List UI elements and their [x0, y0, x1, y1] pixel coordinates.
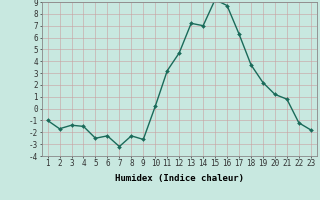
X-axis label: Humidex (Indice chaleur): Humidex (Indice chaleur)	[115, 174, 244, 183]
